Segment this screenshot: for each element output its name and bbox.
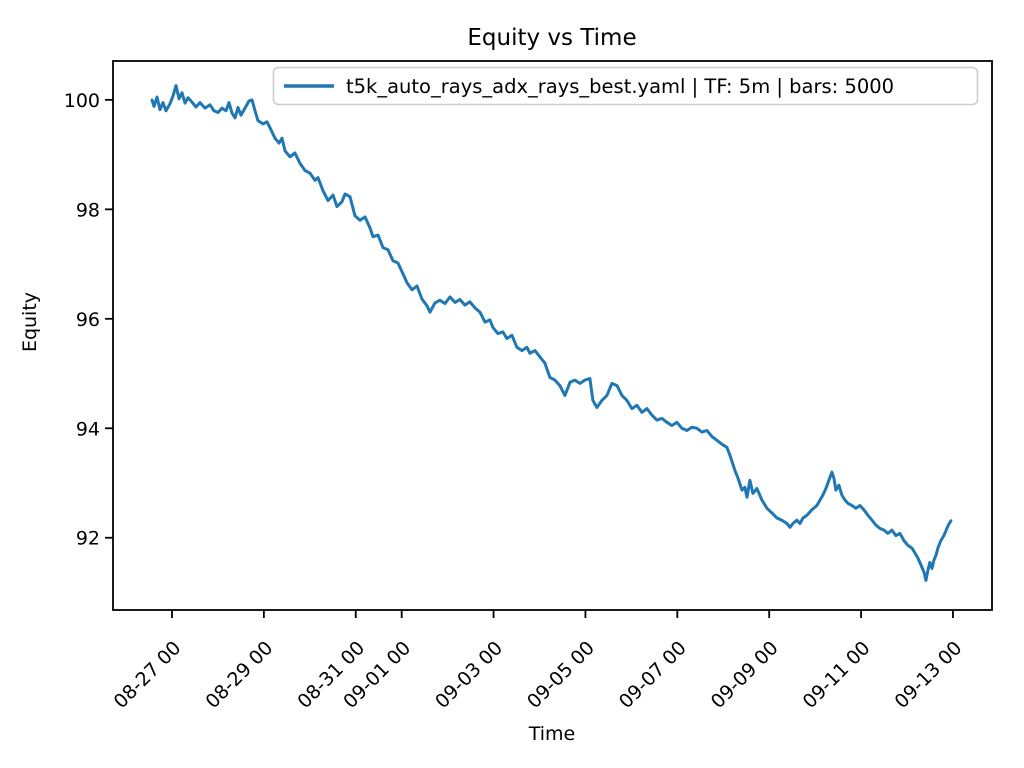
x-tick-label: 09-03 00 bbox=[431, 637, 507, 713]
y-tick-label: 100 bbox=[64, 90, 100, 112]
legend-box bbox=[272, 66, 979, 106]
x-tick-label: 09-07 00 bbox=[615, 637, 691, 713]
plot-area bbox=[113, 61, 992, 610]
x-tick-label: 09-09 00 bbox=[707, 637, 783, 713]
y-tick-label: 98 bbox=[76, 199, 100, 221]
x-tick-label: 08-27 00 bbox=[110, 637, 186, 713]
plot-border bbox=[112, 60, 993, 611]
x-tick-label: 09-11 00 bbox=[799, 637, 875, 713]
x-axis-label: Time bbox=[528, 723, 576, 745]
legend-label: t5k_auto_rays_adx_rays_best.yaml | TF: 5… bbox=[346, 75, 894, 98]
y-tick-label: 94 bbox=[76, 418, 100, 440]
y-axis-label: Equity bbox=[19, 292, 41, 352]
x-tick-label: 09-05 00 bbox=[523, 637, 599, 713]
y-tick-label: 92 bbox=[76, 528, 100, 550]
y-tick-label: 96 bbox=[76, 309, 100, 331]
series-lines bbox=[150, 84, 953, 582]
x-tick-label: 09-13 00 bbox=[891, 637, 967, 713]
x-tick-label: 08-29 00 bbox=[201, 637, 277, 713]
chart-title: Equity vs Time bbox=[467, 25, 636, 51]
legend: t5k_auto_rays_adx_rays_best.yaml | TF: 5… bbox=[272, 66, 979, 106]
equity-line bbox=[150, 84, 953, 582]
